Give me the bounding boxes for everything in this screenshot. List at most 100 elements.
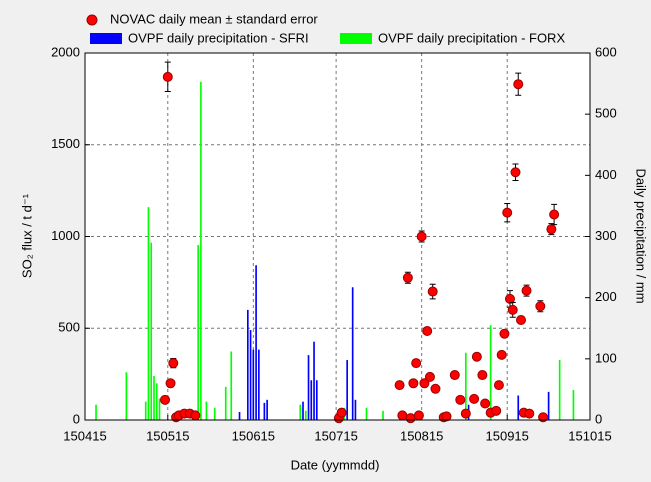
precipitation-bar: [547, 391, 550, 420]
precipitation-bar: [558, 360, 561, 420]
data-point: [168, 358, 179, 369]
y-tick-label: 500: [58, 320, 80, 335]
data-point: [480, 398, 491, 409]
precipitation-bar: [205, 401, 208, 420]
legend-swatch: [90, 33, 122, 44]
data-point: [546, 224, 557, 235]
precipitation-bar: [346, 360, 348, 420]
data-point: [413, 410, 424, 421]
precipitation-bar: [302, 401, 304, 420]
data-point: [162, 71, 173, 82]
precipitation-bar: [147, 207, 150, 420]
y-axis-label: SO₂ flux / t d⁻¹: [19, 193, 34, 278]
data-point: [460, 408, 471, 419]
precipitation-bar: [95, 404, 97, 420]
legend-label: OVPF daily precipitation - FORX: [378, 30, 565, 45]
x-tick-label: 151015: [568, 428, 611, 443]
data-point: [469, 393, 480, 404]
y-tick-label: 1500: [51, 136, 80, 151]
data-point: [441, 411, 452, 422]
precipitation-bar: [258, 349, 260, 420]
data-point: [408, 378, 419, 389]
precipitation-bar: [213, 407, 216, 420]
data-point: [449, 370, 460, 381]
data-point: [513, 79, 524, 90]
legend-label: NOVAC daily mean ± standard error: [110, 11, 318, 26]
precipitation-bar: [572, 390, 575, 420]
precipitation-bar: [365, 407, 368, 420]
precipitation-bar: [313, 341, 315, 420]
x-tick-label: 150915: [486, 428, 529, 443]
precipitation-bar: [158, 398, 161, 420]
data-point: [416, 231, 427, 242]
data-point: [538, 412, 549, 423]
data-point: [477, 370, 488, 381]
y-tick-label: 0: [73, 411, 80, 426]
precipitation-bar: [263, 402, 266, 420]
data-point: [504, 293, 515, 304]
data-point: [499, 328, 510, 339]
precipitation-bar: [310, 380, 313, 420]
precipitation-bar: [517, 395, 520, 420]
precipitation-bar: [238, 412, 241, 420]
data-point: [427, 286, 438, 297]
data-point: [491, 405, 502, 416]
x-axis-label: Date (yymmdd): [291, 457, 380, 472]
precipitation-bar: [252, 349, 255, 420]
data-point: [402, 272, 413, 283]
data-point: [424, 371, 435, 382]
y2-tick-label: 400: [595, 167, 617, 182]
data-point: [516, 314, 527, 325]
data-point: [455, 394, 466, 405]
precipitation-bar: [307, 355, 310, 420]
data-point: [397, 410, 408, 421]
precipitation-bar: [224, 386, 227, 420]
precipitation-bar: [153, 375, 155, 420]
plot-frame: [84, 52, 591, 421]
data-point: [430, 383, 441, 394]
precipitation-bar: [382, 410, 384, 420]
x-tick-label: 150515: [146, 428, 189, 443]
data-point: [549, 209, 560, 220]
legend-swatch: [86, 14, 98, 26]
precipitation-bar: [315, 380, 318, 420]
data-point: [422, 326, 433, 337]
y2-tick-label: 200: [595, 289, 617, 304]
data-point: [510, 167, 521, 178]
precipitation-bar: [144, 401, 147, 420]
x-tick-label: 150815: [400, 428, 443, 443]
precipitation-bar: [489, 325, 492, 420]
data-point: [336, 407, 347, 418]
data-point: [502, 207, 513, 218]
precipitation-bar: [125, 372, 128, 420]
data-point: [411, 358, 422, 369]
y-tick-label: 1000: [51, 228, 80, 243]
precipitation-bar: [230, 351, 233, 420]
precipitation-bar: [299, 404, 302, 420]
data-point: [524, 408, 535, 419]
precipitation-bar: [354, 399, 357, 420]
precipitation-bar: [304, 410, 307, 420]
data-point: [493, 380, 504, 391]
data-point: [394, 380, 405, 391]
data-point: [471, 351, 482, 362]
precipitation-bar: [351, 287, 354, 420]
precipitation-bar: [150, 242, 153, 420]
y-tick-label: 2000: [51, 44, 80, 59]
y2-tick-label: 500: [595, 106, 617, 121]
y2-tick-label: 0: [595, 411, 602, 426]
precipitation-bar: [246, 309, 249, 420]
data-point: [165, 378, 176, 389]
precipitation-bar: [200, 81, 202, 420]
data-point: [405, 413, 416, 424]
data-point: [419, 378, 430, 389]
legend-label: OVPF daily precipitation - SFRI: [128, 30, 309, 45]
data-point: [521, 285, 532, 296]
y2-axis-label: Daily precipitation / mm: [634, 168, 649, 303]
legend-swatch: [340, 33, 372, 44]
precipitation-bar: [464, 352, 467, 420]
data-point: [160, 394, 171, 405]
precipitation-bar: [197, 245, 199, 420]
precipitation-bar: [249, 330, 252, 420]
